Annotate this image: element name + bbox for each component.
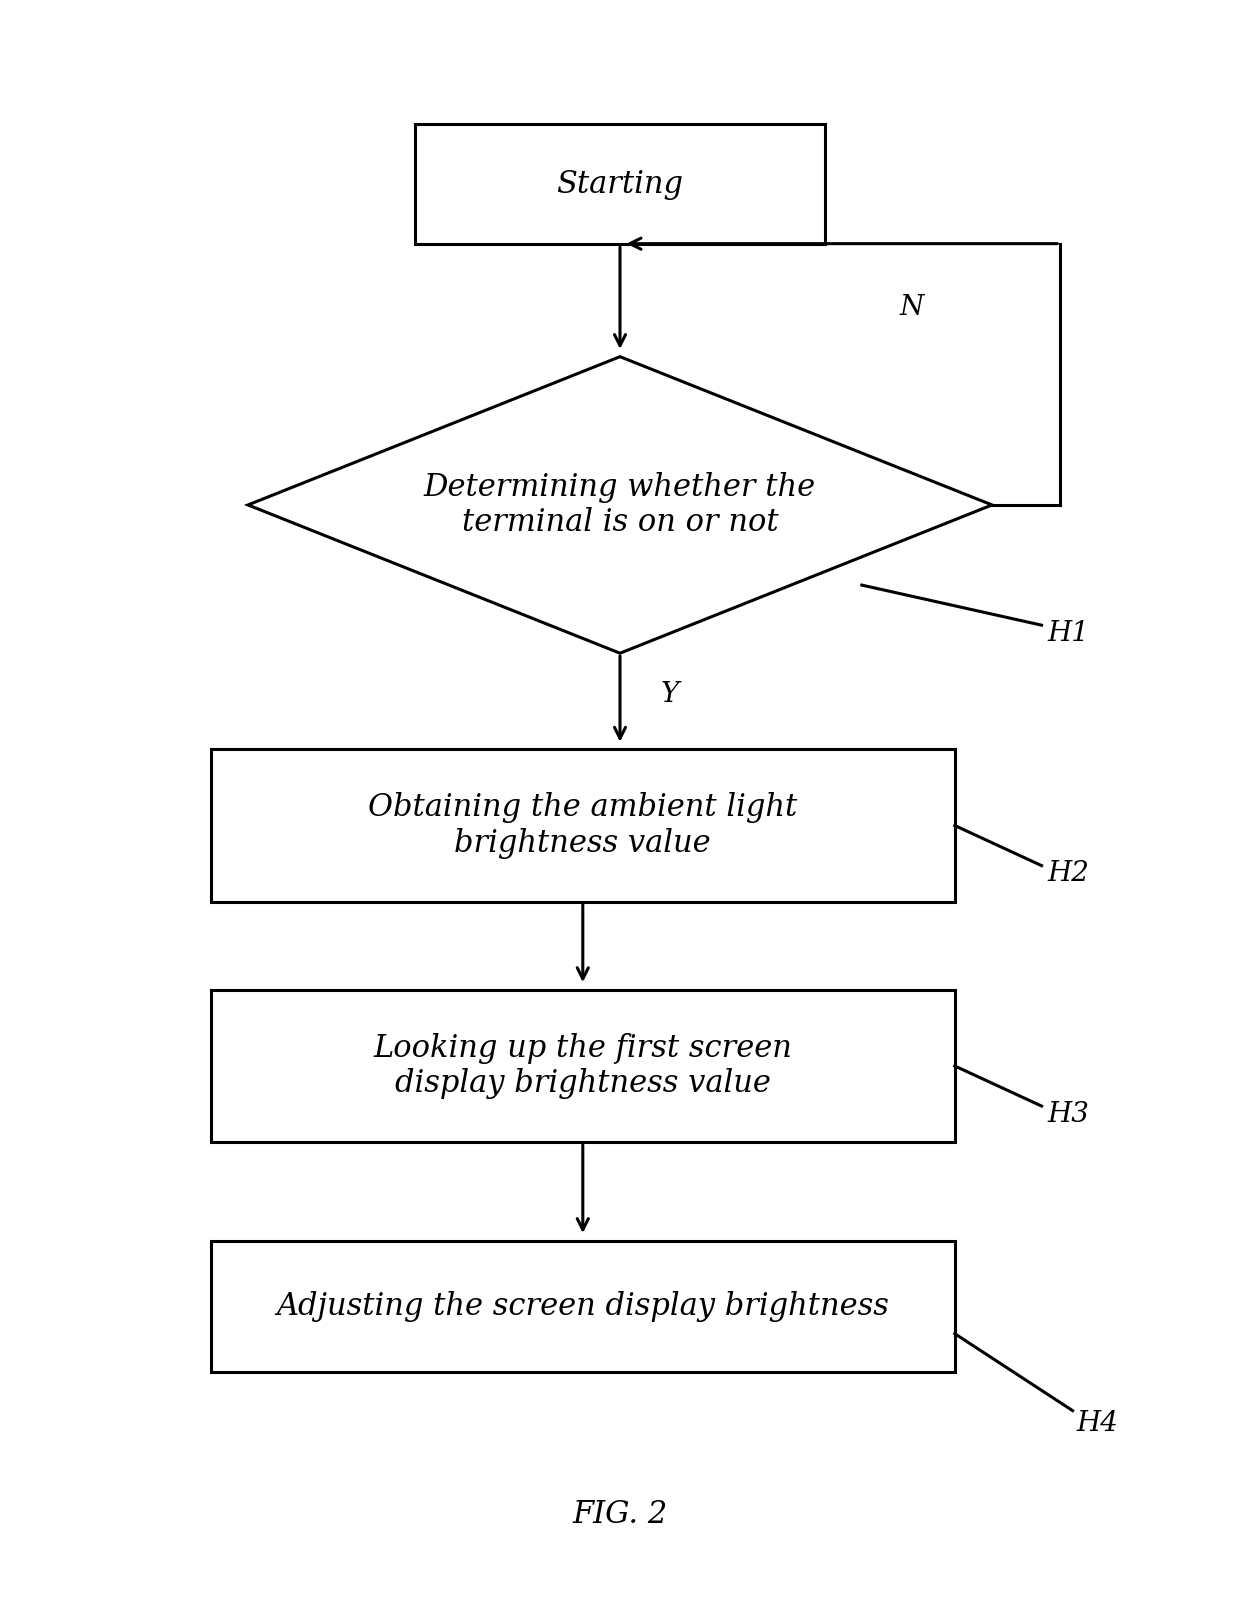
Polygon shape [248, 357, 992, 654]
Text: Y: Y [661, 681, 678, 707]
Text: H4: H4 [1076, 1411, 1118, 1436]
Text: Obtaining the ambient light
brightness value: Obtaining the ambient light brightness v… [368, 792, 797, 859]
Text: H2: H2 [1048, 861, 1090, 886]
Text: Looking up the first screen
display brightness value: Looking up the first screen display brig… [373, 1032, 792, 1100]
Text: H3: H3 [1048, 1101, 1090, 1127]
FancyBboxPatch shape [415, 125, 825, 245]
Text: Starting: Starting [557, 168, 683, 200]
Text: Adjusting the screen display brightness: Adjusting the screen display brightness [277, 1290, 889, 1322]
FancyBboxPatch shape [211, 750, 955, 901]
Text: Determining whether the
terminal is on or not: Determining whether the terminal is on o… [424, 471, 816, 539]
Text: N: N [899, 295, 924, 321]
FancyBboxPatch shape [211, 1241, 955, 1372]
Text: H1: H1 [1048, 620, 1090, 646]
FancyBboxPatch shape [211, 989, 955, 1141]
Text: FIG. 2: FIG. 2 [573, 1499, 667, 1531]
